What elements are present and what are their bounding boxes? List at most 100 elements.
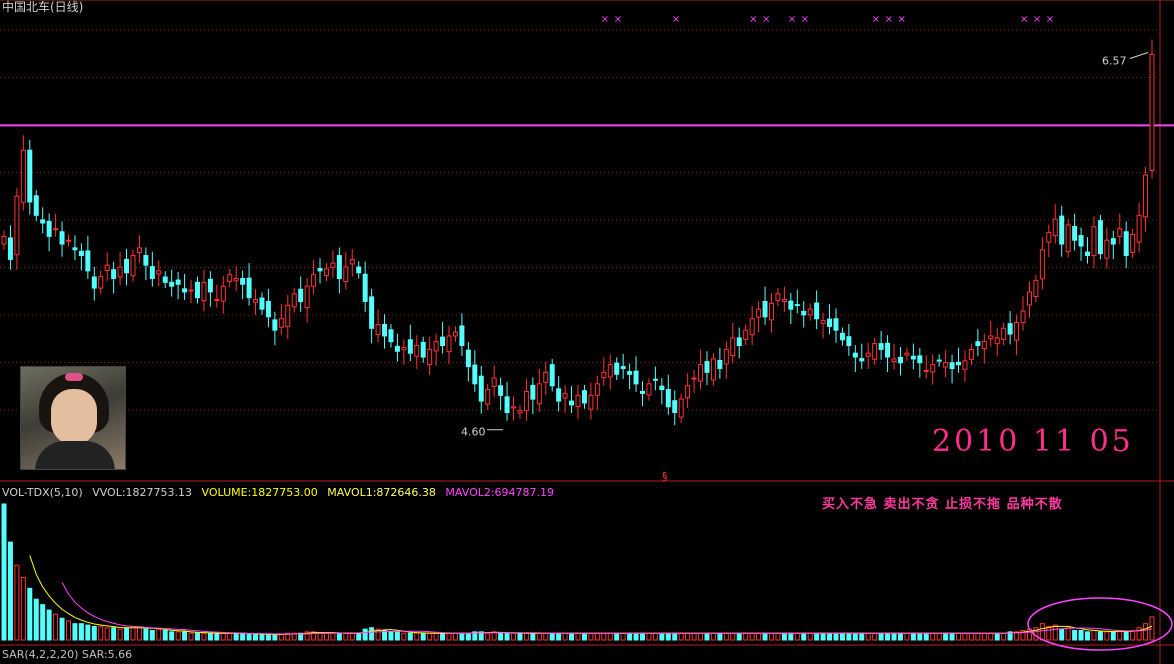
min-price-label: 4.60 [461,426,486,439]
candle-down [1078,235,1084,247]
volume-bar-down [736,632,742,641]
volume-bar-up [872,632,878,641]
candle-up [201,281,207,302]
candle-up [291,293,297,308]
candle-down [33,195,39,216]
volume-bar-up [981,632,987,641]
volume-bar-up [323,632,329,641]
volume-bar-down [1078,629,1084,641]
candle-up [98,276,104,289]
candle-up [523,390,529,412]
top-marker: × [762,14,770,25]
volume-bar-up [1130,629,1136,641]
volume-bar-down [91,625,97,641]
candle-up [678,398,684,418]
candle-up [53,228,59,231]
candle-up [601,371,607,379]
volume-bar-down [72,623,78,641]
volume-bar-down [910,632,916,641]
candle-up [214,299,220,302]
volume-bar-up [588,632,594,641]
volume-bar-up [962,632,968,641]
volume-bar-down [943,632,949,641]
candle-down [124,258,130,274]
candle-down [182,288,188,293]
top-marker: × [1033,14,1041,25]
volume-bar-up [104,627,110,641]
volume-bar-up [414,632,420,641]
top-marker: × [872,14,880,25]
candle-down [852,352,858,358]
candle-up [943,362,949,368]
volume-bar-up [136,627,142,641]
volume-bar-down [897,632,903,641]
top-marker: × [897,14,905,25]
candle-up [220,285,226,302]
mavol1-value: MAVOL1:872646.38 [327,486,436,499]
volume-bar-up [601,632,607,641]
candle-down [936,359,942,362]
volume-bar-up [988,632,994,641]
candle-down [149,266,155,280]
candle-up [904,352,910,356]
candle-up [104,264,110,271]
top-marker: × [601,14,609,25]
candle-up [117,266,123,278]
candle-up [768,302,774,321]
candle-up [1143,174,1149,218]
volume-bar-down [27,587,33,641]
candle-up [323,268,329,276]
candle-down [614,362,620,375]
candle-up [872,343,878,360]
candle-up [511,406,517,409]
volume-legend: VOL-TDX(5,10) VVOL:1827753.13 VOLUME:182… [2,486,560,499]
volume-bar-up [188,632,194,641]
candle-down [620,366,626,370]
candle-down [827,318,833,327]
candle-down [298,288,304,302]
max-price-label: 6.57 [1102,54,1127,67]
volume-bar-up [575,632,581,641]
volume-bar-up [620,632,626,641]
candle-down [59,231,65,245]
candle-down [639,390,645,394]
volume-bar-down [233,632,239,641]
candle-up [775,293,781,301]
candle-up [743,329,749,340]
candle-up [891,358,897,363]
volume-bar-down [917,632,923,641]
volume-bar-down [40,604,46,641]
volume-bar-up [678,632,684,641]
candle-up [65,239,71,242]
volume-bar-down [717,632,723,641]
volume-bar-up [117,628,123,641]
candle-down [530,384,536,400]
candle-down [917,355,923,364]
volume-bar-down [7,541,13,641]
candle-down [362,273,368,302]
candle-up [1014,322,1020,341]
candle-down [910,355,916,360]
candle-down [801,310,807,316]
volume-bar-up [652,632,658,641]
candle-up [691,377,697,380]
volume-bar-down [272,634,278,641]
candle-down [317,268,323,272]
volume-bar-up [304,631,310,641]
volume-bar-up [1001,632,1007,641]
volume-bar-down [149,629,155,641]
volume-bar-up [975,632,981,641]
volume-bar-down [923,632,929,641]
candle-down [91,276,97,289]
candle-up [156,270,162,275]
candle-down [1110,238,1116,245]
volume-bar-down [556,632,562,641]
volume-bar-up [1091,629,1097,641]
candle-up [749,318,755,336]
candle-up [588,394,594,410]
candle-up [14,195,20,256]
volume-bar-down [1097,631,1103,641]
candle-down [627,371,633,375]
